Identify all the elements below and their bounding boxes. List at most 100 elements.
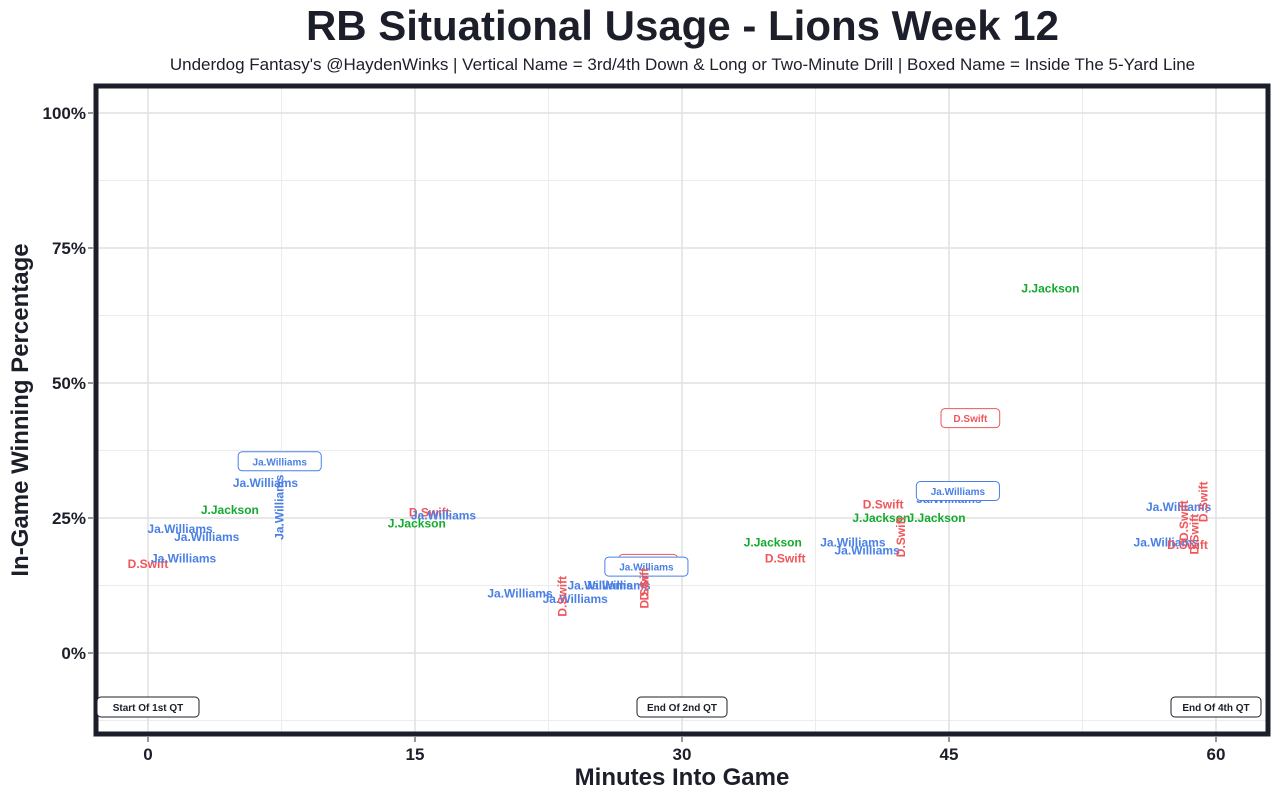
point-label: Ja.Williams — [233, 476, 299, 490]
chart-subtitle: Underdog Fantasy's @HaydenWinks | Vertic… — [169, 55, 1196, 74]
data-point: Ja.Williams — [273, 474, 287, 540]
annotation-box — [96, 696, 200, 718]
point-label: Ja.Williams — [820, 535, 886, 549]
data-point: Ja.Williams — [604, 556, 689, 577]
point-label: Ja.Williams — [147, 522, 213, 536]
point-label: D.Swift — [953, 414, 988, 425]
annotation-text: End Of 4th QT — [1182, 703, 1249, 714]
data-point: Ja.Williams — [567, 579, 633, 593]
x-tick-label: 0 — [143, 745, 152, 764]
x-tick-label: 15 — [406, 745, 425, 764]
data-point: D.Swift — [409, 506, 450, 520]
data-point: Ja.Williams — [820, 535, 886, 549]
point-box — [604, 556, 689, 577]
point-label: Ja.Williams — [585, 579, 651, 593]
grid-lines — [96, 86, 1268, 734]
y-tick-label: 100% — [43, 104, 86, 123]
x-tick-label: 45 — [940, 745, 959, 764]
data-labels: D.SwiftJa.WilliamsJa.WilliamsJa.Williams… — [128, 282, 1212, 617]
data-point: D.Swift — [1197, 481, 1211, 522]
point-label: D.Swift — [1188, 514, 1202, 555]
data-point: Ja.Williams — [585, 579, 651, 593]
data-point: Ja.Williams — [543, 592, 609, 606]
point-label: Ja.Williams — [174, 530, 240, 544]
data-point: D.Swift — [894, 517, 908, 558]
point-label: D.Swift — [128, 557, 169, 571]
data-point: Ja.Williams — [834, 543, 900, 557]
point-box — [237, 451, 322, 472]
data-point: J.Jackson — [908, 511, 966, 525]
point-label: D.Swift — [1177, 500, 1191, 541]
data-point: J.Jackson — [201, 503, 259, 517]
point-label: Ja.Williams — [834, 543, 900, 557]
data-point: D.Swift — [863, 498, 904, 512]
data-point: Ja.Williams — [915, 481, 1000, 501]
data-point: Ja.Williams — [237, 451, 322, 472]
point-label: D.Swift — [556, 576, 570, 617]
quarter-annotations: Start Of 1st QT End Of 2nd QT End Of 4th Q… — [96, 696, 1262, 718]
point-label: Ja.Williams — [543, 592, 609, 606]
data-point: J.Jackson — [852, 511, 910, 525]
point-label: J.Jackson — [744, 535, 802, 549]
point-label: D.Swift — [765, 552, 806, 566]
point-label: D.Swift — [638, 568, 652, 609]
annotation-text: End Of 2nd QT — [647, 703, 717, 714]
data-point: D.Swift — [1167, 538, 1208, 552]
y-tick-label: 25% — [52, 509, 86, 528]
data-point: Ja.Williams — [487, 587, 553, 601]
data-point: D.Swift — [128, 557, 169, 571]
point-label: Ja.Williams — [151, 552, 217, 566]
point-label: Ja.Williams — [1134, 535, 1200, 549]
data-point: Ja.Williams — [411, 508, 477, 522]
data-point: J.Jackson — [744, 535, 802, 549]
data-point: Ja.Williams — [151, 552, 217, 566]
data-point: D.Swift — [940, 408, 1001, 429]
data-point: Ja.Williams — [1134, 535, 1200, 549]
data-point: J.Jackson — [388, 516, 446, 530]
data-point: D.Swift — [1177, 500, 1191, 541]
data-point: Ja.Williams — [233, 476, 299, 490]
point-label: D.Swift — [1167, 538, 1208, 552]
x-tick-label: 60 — [1207, 745, 1226, 764]
y-axis-label: In-Game Winning Percentage — [7, 243, 34, 576]
point-label: J.Jackson — [852, 511, 910, 525]
point-label: Ja.Williams — [1146, 500, 1212, 514]
data-point: Ja.Williams — [147, 522, 213, 536]
point-label: J.Jackson — [1021, 282, 1079, 296]
point-label: D.Swift — [863, 498, 904, 512]
point-label: Ja.Williams — [567, 579, 633, 593]
quarter-annotation: Start Of 1st QT — [96, 696, 200, 718]
point-box — [940, 408, 1001, 429]
point-label: D.Swift — [894, 517, 908, 558]
data-point: Ja.Williams — [1146, 500, 1212, 514]
point-box — [915, 481, 1000, 501]
data-point: D.Swift — [638, 568, 652, 609]
quarter-annotation: End Of 4th QT — [1170, 696, 1262, 718]
point-label: Ja.Williams — [487, 587, 553, 601]
point-label: J.Jackson — [201, 503, 259, 517]
annotation-box — [636, 696, 728, 718]
point-label: J.Jackson — [388, 516, 446, 530]
annotation-box — [1170, 696, 1262, 718]
point-label: Ja.Williams — [931, 487, 986, 498]
x-axis-label: Minutes Into Game — [575, 764, 790, 791]
quarter-annotation: End Of 2nd QT — [636, 696, 728, 718]
point-label: J.Jackson — [908, 511, 966, 525]
y-tick-label: 50% — [52, 374, 86, 393]
axis-ticks: 0 15 30 45 60 0% 25% 50% 75% 100% — [43, 104, 1226, 764]
data-point: D.Swift — [556, 576, 570, 617]
chart-title: RB Situational Usage - Lions Week 12 — [305, 2, 1060, 49]
point-label: D.Swift — [1197, 481, 1211, 522]
point-label: Ja.Williams — [411, 508, 477, 522]
point-label: D.Swift — [409, 506, 450, 520]
data-point: J.Jackson — [1021, 282, 1079, 296]
point-label: Ja.Williams — [273, 474, 287, 540]
y-tick-label: 0% — [61, 644, 86, 663]
panel-border — [93, 83, 1271, 737]
point-label: Ja.Williams — [619, 563, 674, 574]
point-label: Ja.Williams — [253, 457, 308, 468]
data-point: Ja.Williams — [174, 530, 240, 544]
data-point: D.Swift — [765, 552, 806, 566]
annotation-text: Start Of 1st QT — [113, 703, 184, 714]
